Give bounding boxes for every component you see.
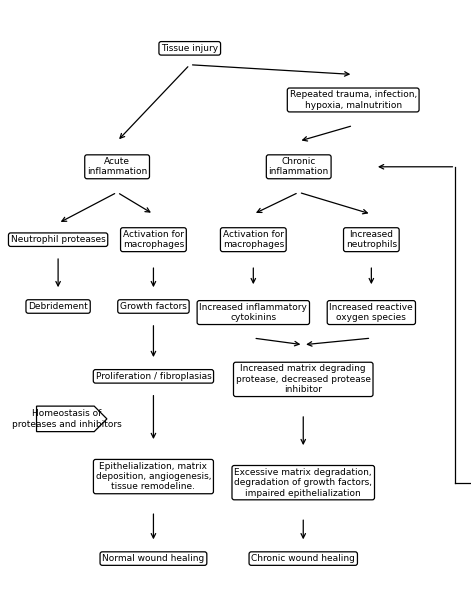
Text: Chronic wound healing: Chronic wound healing [251,554,355,563]
Text: Tissue injury: Tissue injury [161,44,219,53]
Text: Neutrophil proteases: Neutrophil proteases [11,235,106,244]
Text: Increased reactive
oxygen species: Increased reactive oxygen species [329,303,413,322]
Polygon shape [36,406,107,432]
Text: Excessive matrix degradation,
degradation of growth factors,
impaired epithelial: Excessive matrix degradation, degradatio… [234,468,372,498]
Text: Growth factors: Growth factors [120,302,187,311]
Text: Increased matrix degrading
protease, decreased protease
inhibitor: Increased matrix degrading protease, dec… [236,365,371,394]
Text: Increased
neutrophils: Increased neutrophils [346,230,397,249]
Text: Proliferation / fibroplasias: Proliferation / fibroplasias [96,372,211,381]
Text: Repeated trauma, infection,
hypoxia, malnutrition: Repeated trauma, infection, hypoxia, mal… [290,90,417,110]
Text: Activation for
macrophages: Activation for macrophages [123,230,184,249]
Text: Acute
inflammation: Acute inflammation [87,157,147,177]
Text: Debridement: Debridement [28,302,88,311]
Text: Normal wound healing: Normal wound healing [102,554,205,563]
Text: Increased inflammatory
cytokinins: Increased inflammatory cytokinins [200,303,307,322]
Text: Epithelialization, matrix
deposition, angiogenesis,
tissue remodeline.: Epithelialization, matrix deposition, an… [96,462,211,492]
Text: Chronic
inflammation: Chronic inflammation [269,157,329,177]
Text: Activation for
macrophages: Activation for macrophages [223,230,284,249]
Text: Homeostasis of
proteases and inhibitors: Homeostasis of proteases and inhibitors [12,409,122,428]
